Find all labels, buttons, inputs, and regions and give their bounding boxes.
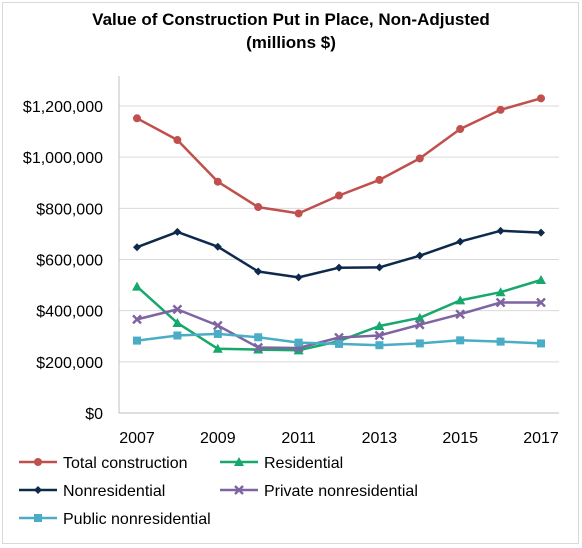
data-point <box>374 330 385 341</box>
data-point <box>254 333 263 342</box>
data-point <box>537 339 545 348</box>
y-tick-label: $200,000 <box>36 355 103 372</box>
legend-item-residential: Residential <box>220 455 343 472</box>
data-point <box>496 337 505 346</box>
data-point <box>173 227 182 236</box>
data-point <box>212 320 223 331</box>
series-nonresidential <box>133 226 545 282</box>
data-point <box>173 136 182 145</box>
data-point <box>335 191 343 200</box>
legend: Total construction Residential Nonresident… <box>19 455 418 528</box>
data-point <box>456 336 465 345</box>
data-point <box>213 177 222 186</box>
data-point <box>294 338 303 347</box>
data-point <box>415 154 424 163</box>
data-point <box>294 273 303 282</box>
legend-label: Nonresidential <box>63 483 165 500</box>
y-tick-label: $0 <box>85 406 103 423</box>
data-point <box>172 317 183 327</box>
legend-item-public-nonresidential: Public nonresidential <box>19 511 211 528</box>
data-point <box>133 243 141 252</box>
series-group <box>132 94 546 355</box>
data-point <box>375 263 384 272</box>
data-point <box>335 339 343 348</box>
data-point <box>414 319 425 330</box>
data-point <box>536 297 546 308</box>
x-tick-label: 2013 <box>362 430 398 447</box>
data-point <box>294 209 303 218</box>
data-point <box>253 342 264 353</box>
data-point <box>537 94 545 103</box>
data-point <box>213 242 222 251</box>
legend-label: Total construction <box>63 455 188 472</box>
data-point <box>375 175 384 184</box>
data-point <box>415 251 424 260</box>
data-point <box>455 295 466 305</box>
x-tick-label: 2009 <box>200 430 236 447</box>
legend-marker <box>34 514 42 522</box>
legend-item-nonresidential: Nonresidential <box>19 483 165 500</box>
series-public-nonresidential <box>133 329 545 350</box>
legend-marker <box>34 486 42 494</box>
y-axis-ticks: $0 $200,000 $400,000 $600,000 $800,000 $1,000… <box>23 99 103 423</box>
data-point <box>132 281 142 291</box>
data-point <box>254 203 263 212</box>
series-total-construction <box>133 94 545 218</box>
legend-marker <box>234 457 244 466</box>
axes <box>118 76 559 414</box>
data-point <box>375 341 384 350</box>
x-tick-label: 2007 <box>119 430 155 447</box>
data-point <box>456 125 465 134</box>
chart-subtitle: (millions $) <box>246 33 336 52</box>
legend-label: Public nonresidential <box>63 511 211 528</box>
y-tick-label: $600,000 <box>36 253 103 270</box>
data-point <box>132 314 142 325</box>
data-point <box>496 226 505 235</box>
x-tick-label: 2017 <box>523 430 559 447</box>
data-point <box>213 329 222 338</box>
y-tick-label: $1,000,000 <box>23 150 103 167</box>
data-point <box>212 343 223 353</box>
x-axis-ticks: 2007 2009 2011 2013 2015 2017 <box>119 430 559 447</box>
data-point <box>537 228 545 237</box>
data-point <box>495 297 506 308</box>
legend-label: Residential <box>264 455 343 472</box>
data-point <box>254 267 263 276</box>
legend-label: Private nonresidential <box>264 483 418 500</box>
line-chart: Value of Construction Put in Place, Non-… <box>19 10 559 528</box>
y-tick-label: $1,200,000 <box>23 99 103 116</box>
data-point <box>374 321 385 331</box>
data-point <box>173 331 182 340</box>
data-point <box>133 114 141 123</box>
legend-marker <box>34 458 42 466</box>
data-point <box>414 312 425 322</box>
legend-marker <box>234 485 244 495</box>
data-point <box>456 237 465 246</box>
data-point <box>495 287 506 297</box>
legend-item-private-nonresidential: Private nonresidential <box>220 483 418 500</box>
data-point <box>496 105 505 114</box>
y-tick-label: $800,000 <box>36 201 103 218</box>
legend-item-total-construction: Total construction <box>19 455 188 472</box>
data-point <box>455 309 466 320</box>
x-tick-label: 2011 <box>281 430 316 447</box>
x-tick-label: 2015 <box>442 430 478 447</box>
data-point <box>536 274 546 284</box>
chart-title: Value of Construction Put in Place, Non-… <box>92 10 490 29</box>
data-point <box>335 263 343 272</box>
data-point <box>172 304 183 315</box>
data-point <box>415 339 424 348</box>
series-private-nonresidential <box>132 297 546 353</box>
y-tick-label: $400,000 <box>36 304 103 321</box>
data-point <box>133 336 141 345</box>
